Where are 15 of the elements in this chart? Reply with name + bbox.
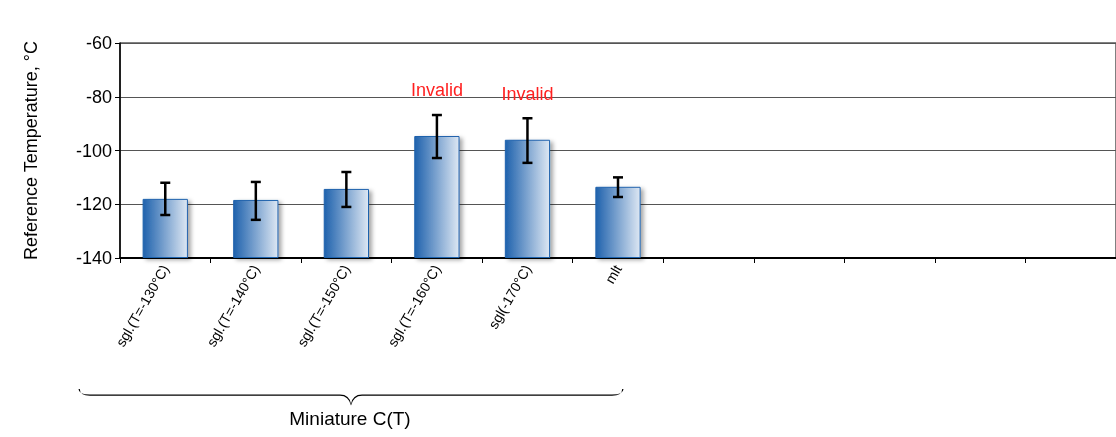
y-tick-label: -60: [85, 33, 112, 53]
bar: [142, 198, 188, 258]
x-tick-label: mlt: [601, 261, 625, 287]
y-tick-label: -140: [75, 248, 112, 268]
text: Miniature C(T): [288, 408, 412, 430]
bar: [323, 188, 369, 258]
y-tick-label: -80: [85, 86, 112, 107]
y-tick-label: -120: [75, 194, 112, 215]
bar: [504, 139, 551, 258]
bar: [414, 135, 460, 258]
y-tick-label: -100: [75, 140, 112, 161]
y-axis-title: Reference Temperature, °C: [21, 41, 41, 260]
annotation: Invalid: [410, 79, 463, 100]
bar: [595, 186, 641, 258]
bar: [233, 199, 279, 258]
